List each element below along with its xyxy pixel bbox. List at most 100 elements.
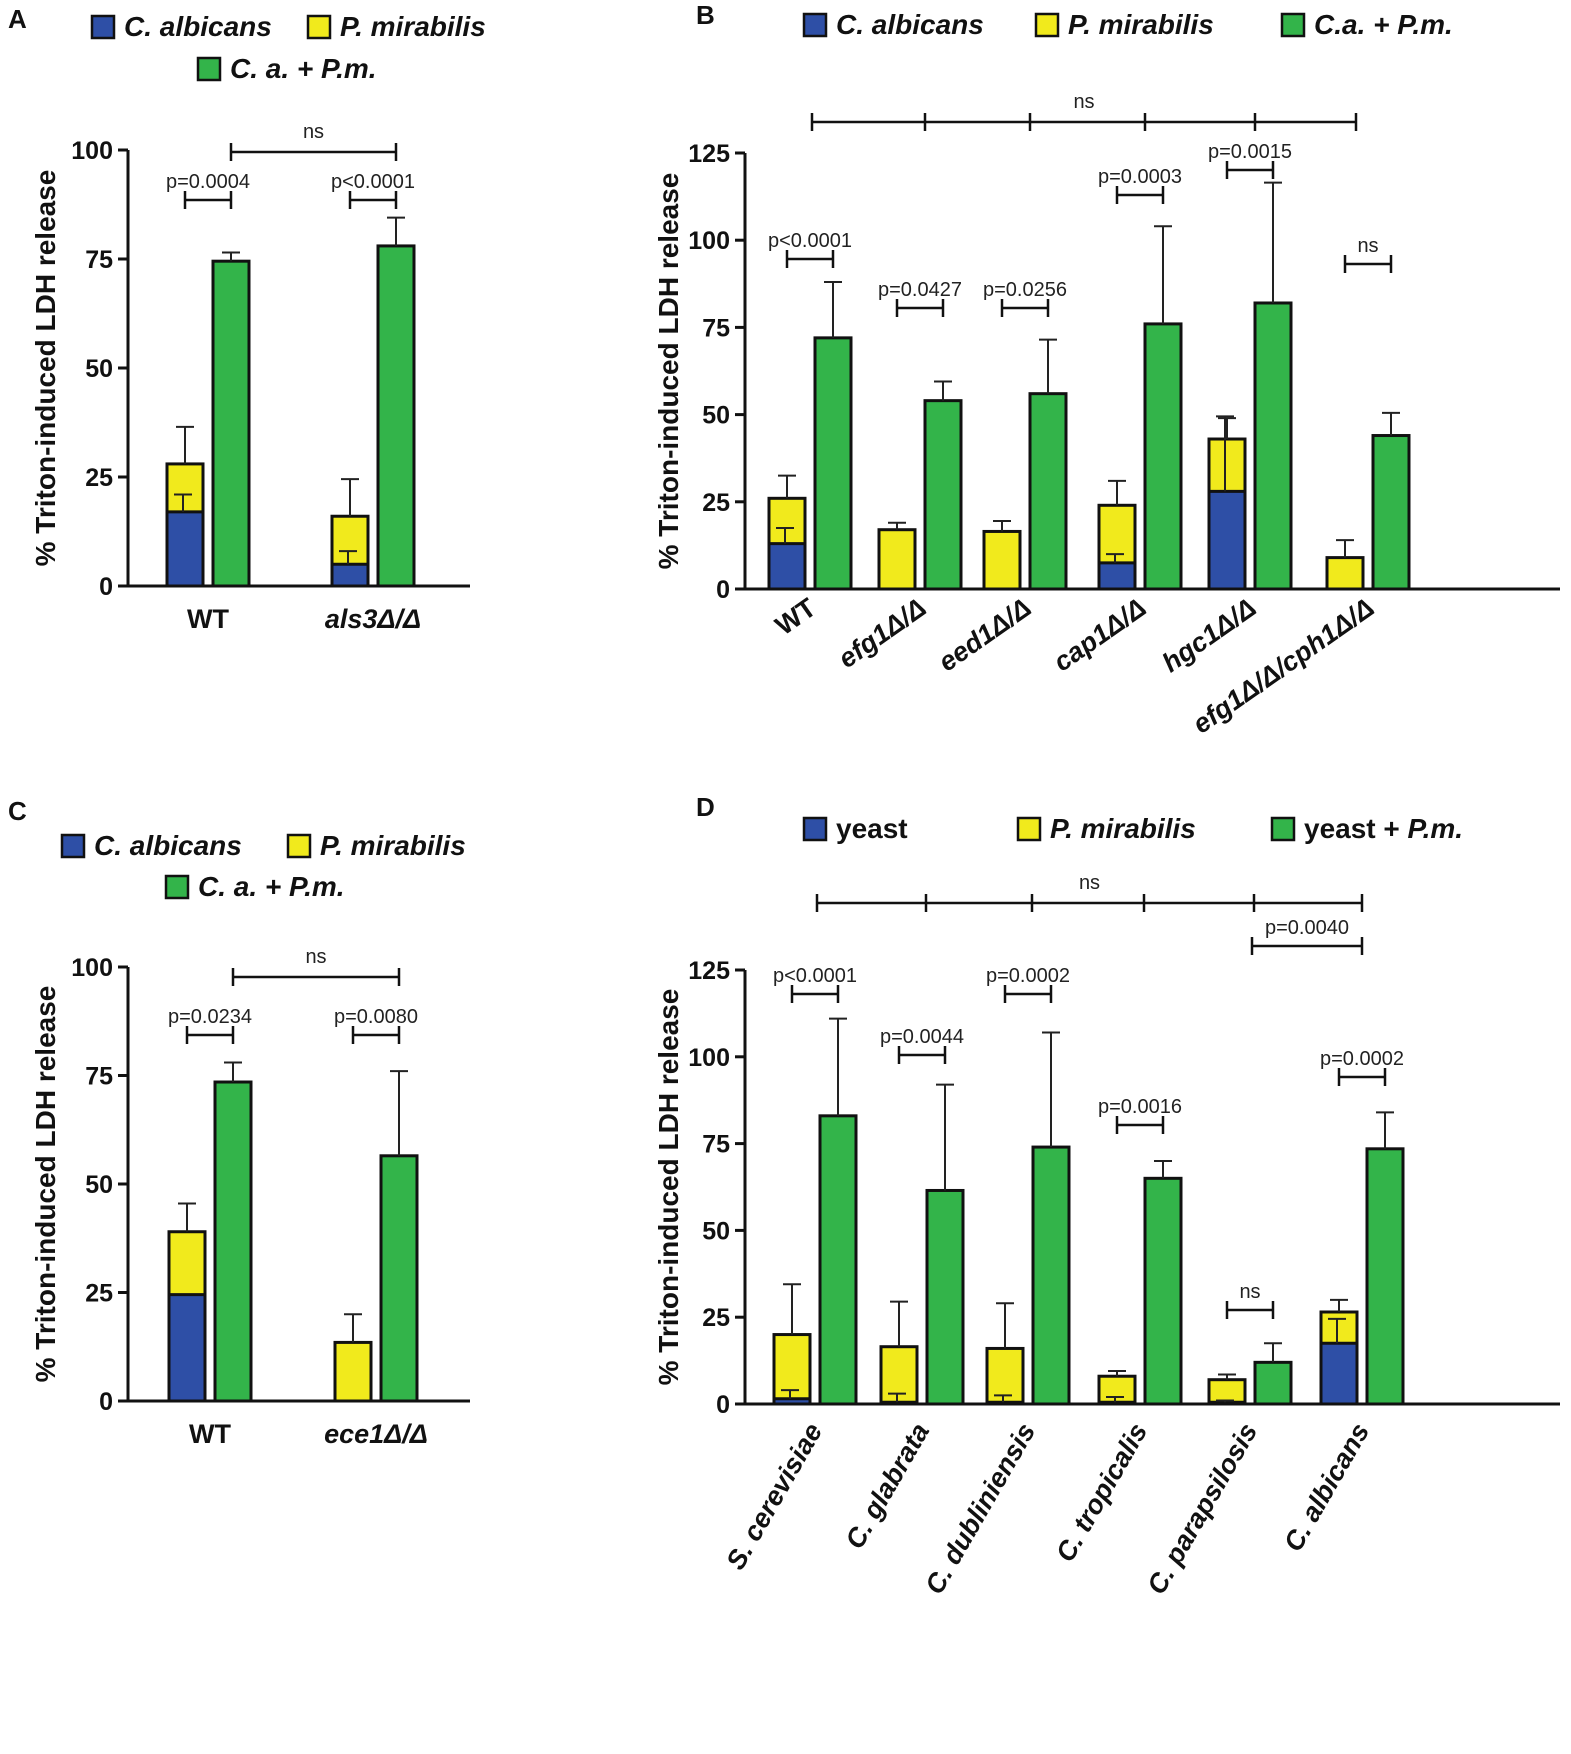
p-value-label: p<0.0001 xyxy=(768,230,852,252)
legend-label: C. a. + P.m. xyxy=(198,871,345,902)
bar-c-albicans xyxy=(1210,491,1244,588)
bar-c-albicans xyxy=(1100,562,1134,588)
p-value-label: p=0.0016 xyxy=(1098,1096,1182,1118)
category-label: WT xyxy=(189,1419,231,1449)
ns-label: ns xyxy=(1073,91,1094,113)
legend-swatch xyxy=(1280,12,1306,38)
bar-combination xyxy=(925,1188,965,1406)
p-value-label: p=0.0256 xyxy=(983,279,1067,301)
ns-label: ns xyxy=(305,946,326,968)
legend-swatch xyxy=(802,816,828,842)
bar-c-albicans xyxy=(775,1398,809,1403)
p-value-label: p=0.0002 xyxy=(1320,1048,1404,1070)
legend-label: yeast + P.m. xyxy=(1304,813,1463,844)
bar-combination xyxy=(1371,434,1411,591)
p-value-label: p=0.0002 xyxy=(986,965,1070,987)
y-tick-label: 25 xyxy=(85,464,113,492)
legend-swatch xyxy=(306,14,332,40)
y-tick-label: 100 xyxy=(688,227,730,255)
p-value-label: p<0.0001 xyxy=(773,965,857,987)
category-label: als3Δ/Δ xyxy=(325,604,421,634)
p-value-label: p<0.0001 xyxy=(331,171,415,193)
y-tick-label: 50 xyxy=(85,1171,113,1199)
bar-p-mirabilis xyxy=(772,1333,812,1406)
bar-combination xyxy=(1365,1147,1405,1406)
p-value-label: p=0.0234 xyxy=(168,1006,252,1028)
p-value-label: p=0.0015 xyxy=(1208,141,1292,163)
p-value-label: ns xyxy=(1239,1281,1260,1303)
y-tick-label: 25 xyxy=(702,1304,730,1332)
p-value-label: ns xyxy=(1357,235,1378,257)
legend-label: P. mirabilis xyxy=(340,11,486,42)
legend-swatch xyxy=(90,14,116,40)
y-axis-title: % Triton-induced LDH release xyxy=(30,986,61,1383)
legend-swatch xyxy=(286,833,312,859)
legend-swatch xyxy=(60,833,86,859)
category-label: ece1Δ/Δ xyxy=(324,1419,428,1449)
y-tick-label: 125 xyxy=(688,957,730,985)
bar-combination xyxy=(1031,1145,1071,1406)
bar-p-mirabilis xyxy=(982,529,1022,591)
category-label: hgc1Δ/Δ xyxy=(1157,592,1262,678)
panel-B: B C. albicans P. mirabilis C.a. + P.m. 0 25 50… xyxy=(653,0,1560,739)
bar-combination xyxy=(1253,1360,1293,1406)
panel-label: D xyxy=(696,792,715,822)
ns-label: ns xyxy=(303,121,324,143)
p-value-label: p=0.0003 xyxy=(1098,166,1182,188)
category-label: WT xyxy=(187,604,229,634)
legend-label: C.a. + P.m. xyxy=(1314,9,1453,40)
bar-p-mirabilis xyxy=(879,1345,919,1406)
y-tick-label: 100 xyxy=(688,1044,730,1072)
ns-label: ns xyxy=(1079,872,1100,894)
bar-combination xyxy=(211,259,251,588)
category-label: C. glabrata xyxy=(839,1418,935,1554)
y-tick-label: 50 xyxy=(702,402,730,430)
bar-combination xyxy=(379,1154,419,1403)
p-value-label: p=0.0044 xyxy=(880,1026,964,1048)
y-axis-title: % Triton-induced LDH release xyxy=(653,173,684,570)
legend-swatch xyxy=(164,874,190,900)
legend-label: C. albicans xyxy=(124,11,272,42)
bar-combination xyxy=(1253,301,1293,591)
bar-c-albicans xyxy=(170,1294,204,1400)
p-value-label: p=0.0080 xyxy=(334,1006,418,1028)
bar-p-mirabilis xyxy=(1325,556,1365,591)
y-tick-label: 100 xyxy=(71,137,113,165)
legend-swatch xyxy=(1270,816,1296,842)
legend-swatch xyxy=(196,56,222,82)
bar-c-albicans xyxy=(333,564,367,585)
y-tick-label: 75 xyxy=(85,246,113,274)
category-label: C. dubliniensis xyxy=(919,1418,1041,1599)
category-label: C. albicans xyxy=(1278,1418,1375,1556)
legend-label: P. mirabilis xyxy=(1068,9,1214,40)
panel-label: C xyxy=(8,796,27,826)
y-tick-label: 0 xyxy=(99,573,113,601)
bar-p-mirabilis xyxy=(333,1340,373,1403)
y-tick-label: 0 xyxy=(716,576,730,604)
p-value-label: p=0.0040 xyxy=(1265,917,1349,939)
category-label: S. cerevisiae xyxy=(720,1418,828,1575)
y-tick-label: 75 xyxy=(85,1063,113,1091)
y-tick-label: 125 xyxy=(688,140,730,168)
legend-swatch xyxy=(1016,816,1042,842)
bar-combination xyxy=(818,1114,858,1406)
y-tick-label: 25 xyxy=(702,489,730,517)
y-tick-label: 25 xyxy=(85,1280,113,1308)
y-tick-label: 75 xyxy=(702,314,730,342)
category-label: C. tropicalis xyxy=(1050,1418,1153,1567)
bar-p-mirabilis xyxy=(1097,1374,1137,1406)
bar-combination xyxy=(923,399,963,591)
legend-label: P. mirabilis xyxy=(320,830,466,861)
category-label: cap1Δ/Δ xyxy=(1048,592,1151,677)
category-label: C. parapsilosis xyxy=(1141,1418,1263,1599)
legend-label: C. albicans xyxy=(94,830,242,861)
panel-A: A C. albicans P. mirabilis C. a. + P.m. 0 25 5… xyxy=(8,4,486,634)
bar-c-albicans xyxy=(770,543,804,588)
bar-p-mirabilis xyxy=(877,528,917,591)
panel-C: C C. albicans P. mirabilis C. a. + P.m. 0 25 5… xyxy=(8,796,470,1449)
bar-combination xyxy=(213,1080,253,1403)
y-tick-label: 50 xyxy=(702,1217,730,1245)
panel-label: A xyxy=(8,4,27,34)
